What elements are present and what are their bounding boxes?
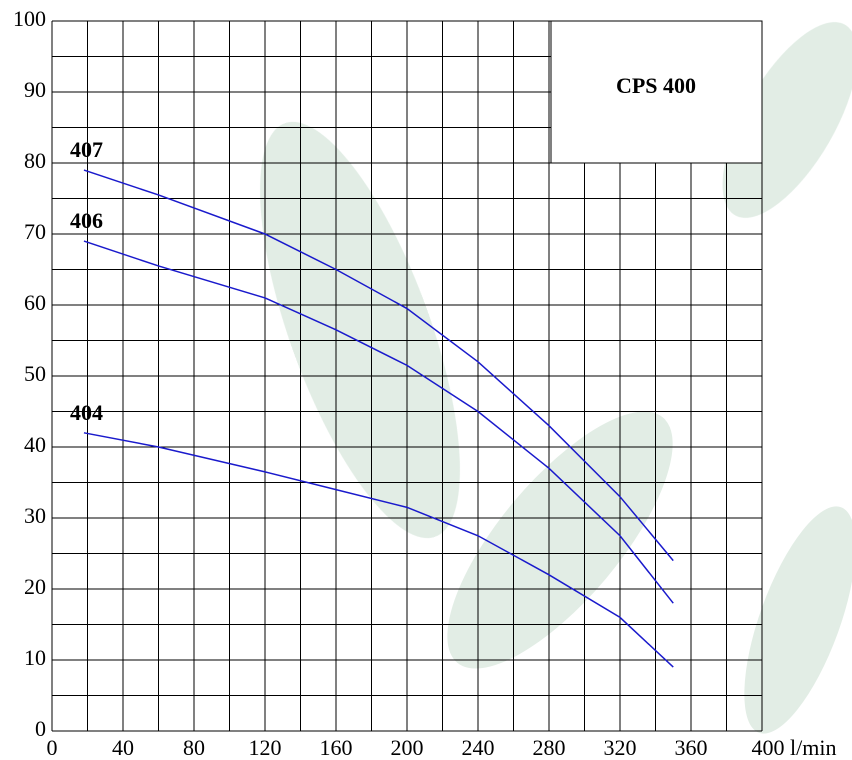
y-tick-label: 100 (13, 6, 46, 31)
y-tick-label: 20 (24, 574, 46, 599)
y-tick-label: 0 (35, 716, 46, 741)
x-tick-label: 120 (249, 735, 282, 760)
y-tick-label: 60 (24, 290, 46, 315)
series-label: 407 (70, 137, 103, 162)
x-tick-label: 200 (391, 735, 424, 760)
curve (83, 169, 674, 562)
title-box (550, 20, 763, 164)
y-tick-label: 10 (24, 645, 46, 670)
x-tick-label: 0 (47, 735, 58, 760)
y-tick-label: 70 (24, 219, 46, 244)
y-tick-label: 50 (24, 361, 46, 386)
chart-title: CPS 400 (616, 73, 696, 98)
x-tick-label: 360 (675, 735, 708, 760)
x-tick-label: 400 (752, 735, 785, 760)
y-tick-label: 90 (24, 77, 46, 102)
series-label: 406 (70, 208, 103, 233)
y-tick-label: 30 (24, 503, 46, 528)
series-label: 404 (70, 400, 103, 425)
x-tick-label: 160 (320, 735, 353, 760)
y-tick-label: 80 (24, 148, 46, 173)
x-axis-label: l/min (790, 735, 836, 760)
curve (83, 240, 674, 604)
curve (83, 432, 674, 668)
x-tick-label: 280 (533, 735, 566, 760)
x-tick-label: 240 (462, 735, 495, 760)
x-tick-label: 40 (112, 735, 134, 760)
x-tick-label: 320 (604, 735, 637, 760)
watermark (260, 22, 852, 734)
y-tick-label: 40 (24, 432, 46, 457)
x-tick-label: 80 (183, 735, 205, 760)
